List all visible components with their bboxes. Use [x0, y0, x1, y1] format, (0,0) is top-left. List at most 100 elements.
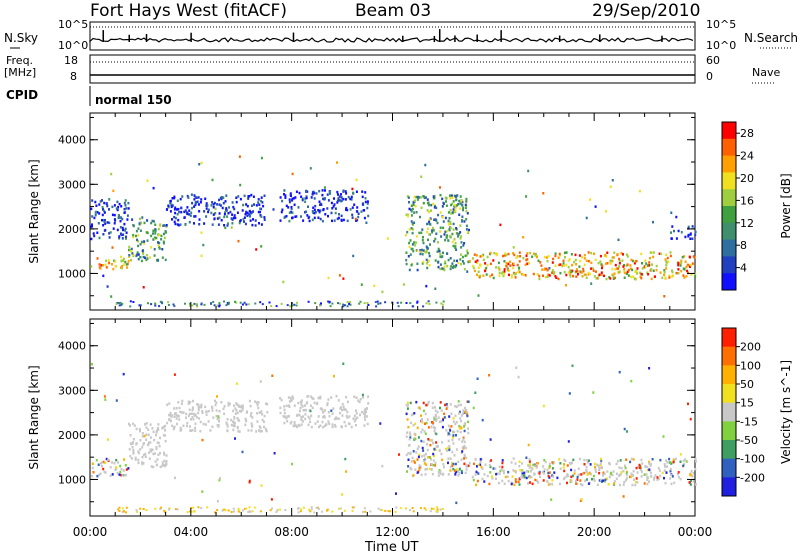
velocity-cell — [440, 452, 443, 456]
power-cell — [338, 199, 341, 202]
power-cell — [227, 222, 229, 225]
power-cell — [670, 231, 672, 234]
power-cell — [405, 258, 408, 262]
power-cell — [113, 213, 116, 217]
velocity-cell — [347, 400, 349, 404]
velocity-cell — [149, 436, 152, 439]
power-cell — [554, 252, 557, 255]
power-cell — [567, 265, 570, 269]
y-tick-label: 2000 — [58, 223, 86, 236]
power-cell — [465, 218, 468, 221]
power-cell — [360, 283, 363, 286]
power-cell — [407, 196, 410, 199]
velocity-cell — [454, 422, 457, 426]
power-cell — [558, 263, 561, 267]
power-cell — [683, 268, 686, 271]
power-cell — [690, 273, 693, 276]
power-cell — [239, 219, 242, 222]
power-cell — [505, 253, 508, 257]
power-cell — [108, 261, 111, 265]
power-cell — [416, 301, 419, 304]
power-cell — [437, 260, 440, 264]
velocity-cell — [342, 362, 345, 365]
velocity-cell — [394, 510, 397, 513]
power-cell — [329, 190, 332, 194]
velocity-cell — [134, 456, 137, 460]
velocity-cell — [529, 470, 532, 473]
power-cell — [351, 216, 354, 219]
power-cell — [143, 221, 146, 225]
velocity-cell — [189, 401, 192, 404]
velocity-cell — [315, 506, 318, 509]
velocity-cell — [463, 406, 466, 410]
power-cell — [112, 227, 115, 230]
power-cell — [413, 211, 416, 214]
power-cell — [564, 256, 566, 259]
velocity-cell — [588, 459, 590, 462]
power-cell — [320, 203, 323, 206]
velocity-cell — [159, 436, 161, 440]
power-cell — [190, 211, 193, 214]
velocity-cell — [601, 466, 604, 469]
power-cell — [375, 305, 378, 308]
power-cell — [327, 214, 329, 218]
power-cell — [429, 243, 431, 246]
velocity-cell — [550, 498, 553, 501]
velocity-cell — [129, 455, 132, 458]
power-cell — [126, 218, 129, 221]
power-cell — [582, 267, 585, 271]
velocity-cell — [119, 464, 122, 468]
power-cell — [294, 196, 297, 199]
velocity-cell — [432, 452, 435, 456]
velocity-cell — [150, 450, 153, 453]
power-cell — [422, 241, 425, 245]
velocity-cell — [155, 431, 158, 434]
velocity-cell — [587, 461, 589, 464]
velocity-cell — [233, 510, 235, 513]
power-cell — [663, 269, 666, 272]
power-cell — [152, 238, 155, 241]
power-cell — [408, 201, 410, 204]
power-cell — [442, 300, 445, 303]
velocity-cell — [115, 466, 117, 469]
power-cell — [457, 232, 460, 236]
power-cell — [441, 267, 444, 270]
power-cell — [466, 212, 469, 215]
velocity-cell — [437, 471, 440, 474]
velocity-cell — [575, 482, 578, 485]
power-cell — [194, 196, 197, 199]
velocity-cell — [141, 446, 144, 449]
power-cell — [659, 252, 662, 256]
power-cell — [649, 256, 651, 260]
power-cell — [213, 217, 216, 220]
power-cell — [340, 199, 343, 203]
power-cell — [141, 249, 144, 253]
power-cell — [425, 284, 428, 288]
velocity-cell — [418, 406, 421, 409]
velocity-colorbar-frame — [721, 327, 737, 497]
velocity-cell — [685, 460, 688, 463]
power-cell — [432, 226, 434, 230]
velocity-cell — [194, 426, 197, 430]
power-cell — [171, 204, 174, 207]
velocity-cell — [451, 436, 454, 439]
power-cell — [505, 261, 508, 265]
power-cell — [680, 261, 683, 264]
power-cell — [331, 207, 334, 210]
power-cell — [108, 236, 111, 239]
velocity-cell — [463, 455, 466, 459]
power-cell — [95, 210, 98, 214]
power-cell — [593, 275, 596, 278]
velocity-scatter — [90, 362, 697, 514]
velocity-cell — [302, 506, 305, 509]
power-cell — [334, 207, 337, 210]
velocity-cell — [661, 471, 664, 475]
velocity-cell — [291, 462, 294, 466]
y-tick-label: 1000 — [58, 267, 86, 280]
power-cell — [121, 217, 124, 221]
velocity-cell — [364, 418, 366, 421]
velocity-cell — [363, 507, 366, 510]
velocity-cell — [679, 460, 682, 463]
power-cell — [314, 211, 317, 214]
power-cell — [432, 196, 435, 200]
